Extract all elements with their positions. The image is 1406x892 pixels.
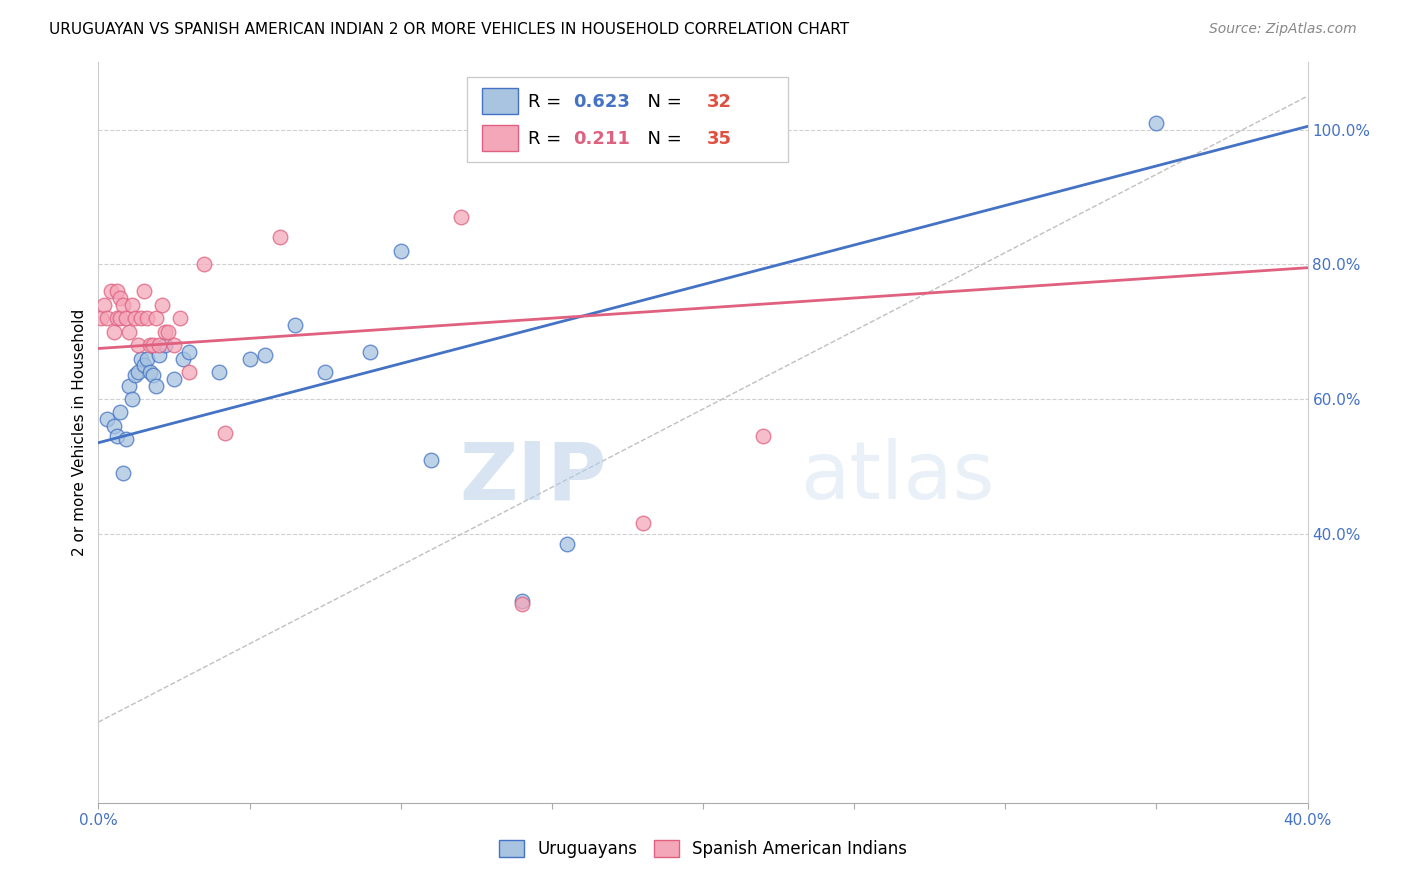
Point <box>150 298 173 312</box>
Point <box>1144 116 1167 130</box>
Point <box>450 211 472 225</box>
Point <box>153 338 176 352</box>
Point <box>169 311 191 326</box>
Text: 35: 35 <box>707 129 731 148</box>
Point <box>127 338 149 352</box>
Point <box>360 344 382 359</box>
Point <box>139 338 162 352</box>
Point <box>111 466 134 480</box>
Point <box>121 298 143 312</box>
Point <box>142 338 165 352</box>
Point <box>193 257 215 271</box>
Point <box>108 291 131 305</box>
Point <box>108 311 131 326</box>
Point <box>105 429 128 443</box>
Point <box>284 318 307 332</box>
Point <box>179 365 201 379</box>
Text: 0.211: 0.211 <box>574 129 630 148</box>
Text: R =: R = <box>527 129 572 148</box>
Text: N =: N = <box>637 129 688 148</box>
Point <box>145 311 167 326</box>
Point <box>100 285 122 299</box>
Point <box>179 344 201 359</box>
FancyBboxPatch shape <box>467 78 787 162</box>
Point <box>103 325 125 339</box>
Point <box>153 325 176 339</box>
Point <box>389 244 412 258</box>
Point <box>163 372 186 386</box>
Point <box>103 418 125 433</box>
Point <box>314 365 336 379</box>
Point <box>121 392 143 406</box>
Legend: Uruguayans, Spanish American Indians: Uruguayans, Spanish American Indians <box>492 833 914 865</box>
Point <box>132 359 155 373</box>
Point <box>129 311 152 326</box>
Point <box>239 351 262 366</box>
Text: Source: ZipAtlas.com: Source: ZipAtlas.com <box>1209 22 1357 37</box>
Point <box>145 378 167 392</box>
Point <box>127 365 149 379</box>
Point <box>631 516 654 531</box>
Point <box>752 429 775 443</box>
Point <box>118 378 141 392</box>
Point <box>269 230 291 244</box>
Point <box>163 338 186 352</box>
Point <box>105 311 128 326</box>
Text: ZIP: ZIP <box>458 438 606 516</box>
Text: atlas: atlas <box>800 438 994 516</box>
Point <box>135 351 157 366</box>
Point <box>510 594 533 608</box>
Point <box>114 433 136 447</box>
Point <box>555 536 578 550</box>
Point <box>148 338 170 352</box>
Y-axis label: 2 or more Vehicles in Household: 2 or more Vehicles in Household <box>72 309 87 557</box>
Point <box>139 365 162 379</box>
Text: R =: R = <box>527 93 567 111</box>
Point <box>111 298 134 312</box>
Point <box>510 597 533 611</box>
Point <box>135 311 157 326</box>
Point <box>208 365 231 379</box>
Point <box>114 311 136 326</box>
Text: N =: N = <box>637 93 688 111</box>
Text: 0.623: 0.623 <box>574 93 630 111</box>
Point <box>108 405 131 419</box>
Point <box>142 368 165 383</box>
Point <box>172 351 194 366</box>
Point <box>214 425 236 440</box>
Point <box>124 311 146 326</box>
Point <box>105 285 128 299</box>
Point <box>156 325 179 339</box>
FancyBboxPatch shape <box>482 126 517 152</box>
Point <box>118 325 141 339</box>
Point <box>93 298 115 312</box>
Point <box>420 452 443 467</box>
Text: 32: 32 <box>707 93 731 111</box>
Point <box>132 285 155 299</box>
Point <box>148 348 170 362</box>
Point <box>90 311 112 326</box>
Point <box>129 351 152 366</box>
Point <box>253 348 276 362</box>
Point <box>96 311 118 326</box>
Point <box>96 412 118 426</box>
Point <box>124 368 146 383</box>
Text: URUGUAYAN VS SPANISH AMERICAN INDIAN 2 OR MORE VEHICLES IN HOUSEHOLD CORRELATION: URUGUAYAN VS SPANISH AMERICAN INDIAN 2 O… <box>49 22 849 37</box>
FancyBboxPatch shape <box>482 88 517 114</box>
